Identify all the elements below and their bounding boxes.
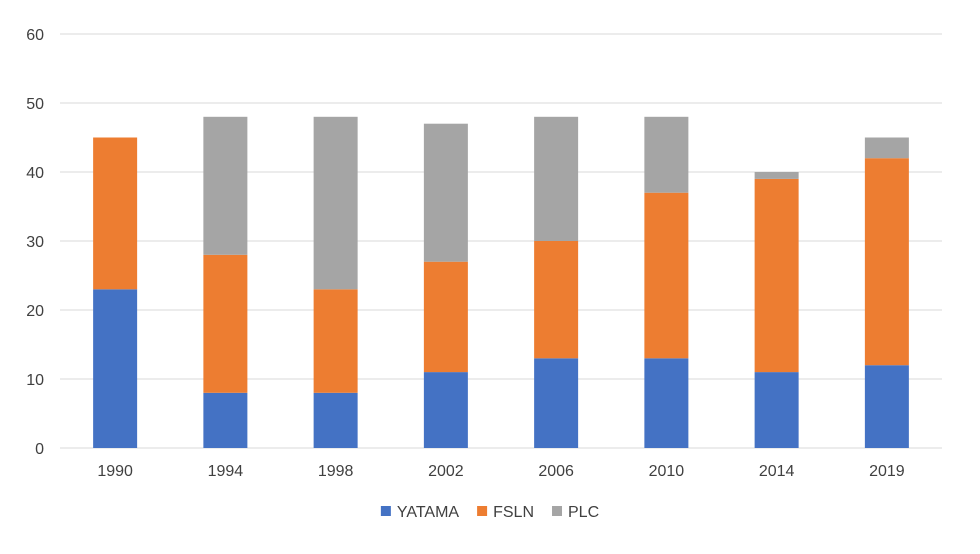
bar-plc-1994 <box>203 116 248 255</box>
y-tick-label: 20 <box>26 303 44 320</box>
x-tick-label-1994: 1994 <box>208 463 244 480</box>
x-tick-label-1990: 1990 <box>97 463 133 480</box>
legend-label-yatama: YATAMA <box>397 504 460 521</box>
bar-plc-2014 <box>754 172 799 179</box>
legend-item-plc: PLC <box>552 504 599 521</box>
bar-fsln-2006 <box>534 241 579 359</box>
bar-fsln-2002 <box>423 261 468 373</box>
y-tick-label: 60 <box>26 27 44 44</box>
gridlines <box>60 33 942 449</box>
bar-yatama-1990 <box>93 289 138 448</box>
bar-yatama-1998 <box>313 392 358 448</box>
bar-yatama-2014 <box>754 372 799 448</box>
bar-fsln-1998 <box>313 289 358 393</box>
x-tick-label-2019: 2019 <box>869 463 905 480</box>
y-tick-label: 50 <box>26 96 44 113</box>
bar-fsln-1994 <box>203 254 248 393</box>
bar-fsln-2010 <box>644 192 689 359</box>
x-tick-label-1998: 1998 <box>318 463 354 480</box>
x-tick-label-2006: 2006 <box>538 463 574 480</box>
legend-swatch-fsln <box>477 506 488 516</box>
bars <box>93 116 909 448</box>
y-axis-tick-labels: 0 10 20 30 40 50 60 <box>26 27 44 458</box>
x-tick-label-2010: 2010 <box>649 463 685 480</box>
bar-yatama-2006 <box>534 358 579 448</box>
bar-plc-2019 <box>864 137 909 159</box>
legend-swatch-plc <box>552 506 563 516</box>
x-axis-tick-labels: 1990 1994 1998 2002 2006 2010 2014 2019 <box>97 463 904 480</box>
bar-fsln-2014 <box>754 178 799 373</box>
legend-item-fsln: FSLN <box>477 504 534 521</box>
bar-fsln-1990 <box>93 137 138 290</box>
legend-swatch-yatama <box>380 506 391 516</box>
bar-plc-1998 <box>313 116 358 290</box>
y-tick-label: 40 <box>26 165 44 182</box>
bar-plc-2002 <box>423 123 468 262</box>
y-tick-label: 10 <box>26 372 44 389</box>
legend-label-plc: PLC <box>568 504 599 521</box>
bar-plc-2006 <box>534 116 579 241</box>
legend: YATAMA FSLN PLC <box>380 504 599 521</box>
bar-plc-2010 <box>644 116 689 193</box>
bar-yatama-2002 <box>423 372 468 448</box>
bar-yatama-2019 <box>864 365 909 448</box>
x-tick-label-2002: 2002 <box>428 463 464 480</box>
legend-label-fsln: FSLN <box>493 504 534 521</box>
legend-item-yatama: YATAMA <box>380 504 460 521</box>
bar-yatama-2010 <box>644 358 689 448</box>
y-tick-label: 30 <box>26 234 44 251</box>
x-tick-label-2014: 2014 <box>759 463 795 480</box>
bar-fsln-2019 <box>864 158 909 366</box>
y-tick-label: 0 <box>35 441 44 458</box>
bar-yatama-1994 <box>203 392 248 448</box>
